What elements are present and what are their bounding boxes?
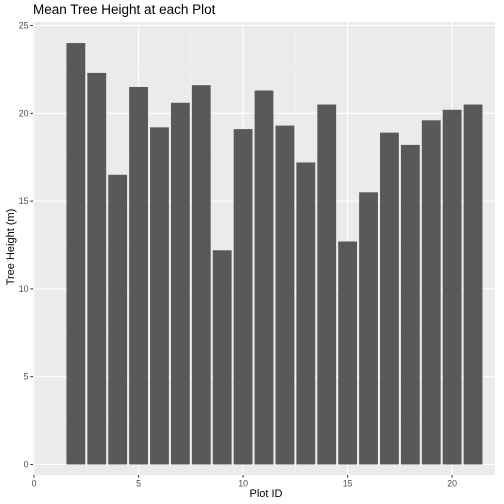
bar-plot-8 bbox=[191, 85, 211, 465]
x-tick-label: 15 bbox=[343, 479, 353, 489]
bar-plot-3 bbox=[87, 72, 107, 465]
bar-plot-19 bbox=[421, 120, 441, 465]
y-tick-label: 20 bbox=[19, 108, 29, 118]
bar-plot-21 bbox=[463, 104, 483, 465]
x-tick-label: 20 bbox=[447, 479, 457, 489]
y-axis-title: Tree Height (m) bbox=[5, 209, 17, 286]
bar-plot-15 bbox=[338, 241, 358, 465]
y-axis: 0 5 10 15 20 25 bbox=[19, 21, 33, 469]
y-tick-label: 10 bbox=[19, 284, 29, 294]
bar-plot-17 bbox=[380, 132, 399, 465]
chart-title: Mean Tree Height at each Plot bbox=[33, 2, 216, 17]
bar-plot-14 bbox=[317, 104, 337, 465]
bar-plot-20 bbox=[442, 109, 462, 465]
bar-plot-4 bbox=[108, 174, 128, 465]
bar-plot-9 bbox=[212, 250, 232, 465]
bar-plot-16 bbox=[359, 192, 378, 465]
bar-plot-2 bbox=[66, 43, 86, 465]
bar-plot-5 bbox=[129, 86, 148, 465]
y-tick-label: 0 bbox=[24, 459, 29, 469]
bar-plot-13 bbox=[296, 162, 316, 465]
y-tick-label: 5 bbox=[24, 372, 29, 382]
x-tick-label: 10 bbox=[238, 479, 248, 489]
x-tick-label: 0 bbox=[32, 479, 37, 489]
x-tick-label: 5 bbox=[136, 479, 141, 489]
x-axis-title: Plot ID bbox=[249, 488, 282, 500]
y-tick-label: 15 bbox=[19, 196, 29, 206]
bar-plot-7 bbox=[170, 102, 190, 465]
bar-plot-18 bbox=[400, 144, 420, 465]
bar-plot-11 bbox=[254, 90, 274, 465]
x-axis: 0 5 10 15 20 bbox=[32, 475, 457, 489]
bar-plot-12 bbox=[275, 125, 295, 465]
y-tick-label: 25 bbox=[19, 21, 29, 31]
bar-plot-6 bbox=[150, 127, 169, 465]
bar-plot-10 bbox=[233, 129, 253, 465]
bars-group bbox=[66, 43, 483, 465]
